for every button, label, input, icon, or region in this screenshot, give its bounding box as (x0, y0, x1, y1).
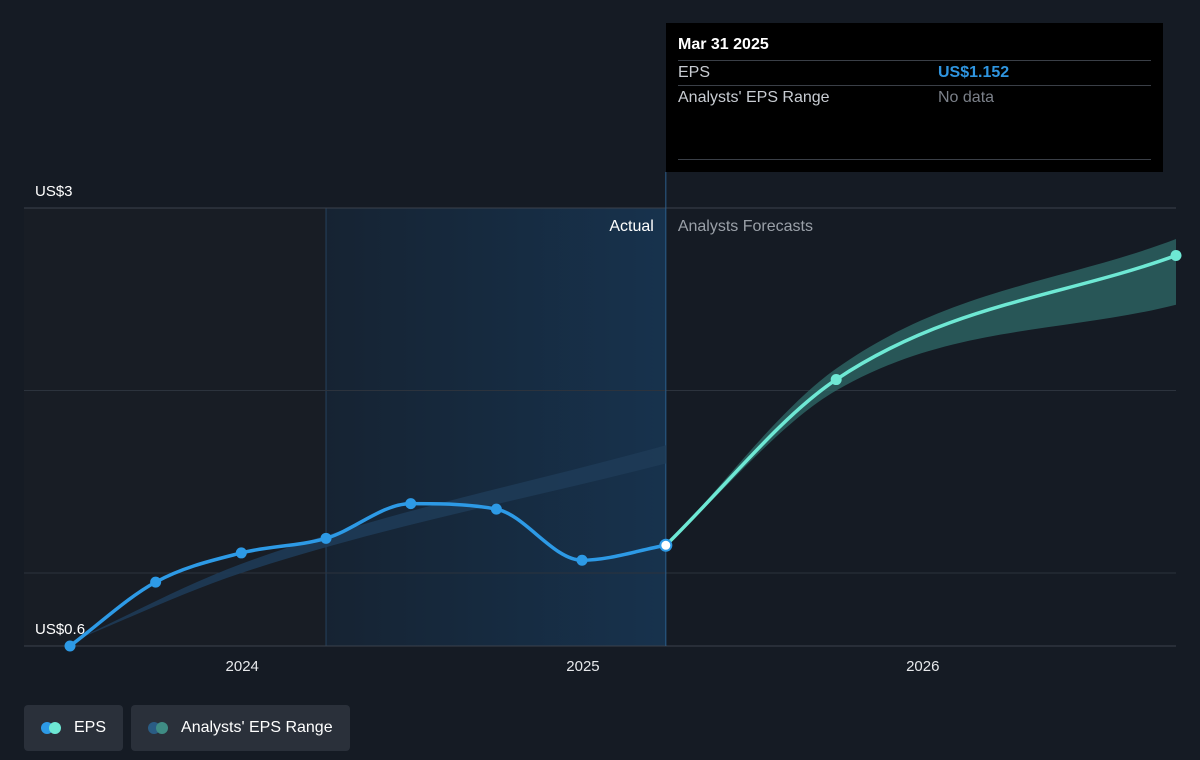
eps-forecast-point (830, 374, 842, 386)
eps-point (576, 554, 588, 566)
tooltip-divider (678, 159, 1151, 160)
x-tick-label: 2026 (906, 658, 939, 675)
y-tick-label: US$0.6 (35, 621, 85, 638)
tooltip-eps-value: US$1.152 (938, 64, 1010, 81)
forecasts-label: Analysts Forecasts (678, 218, 813, 235)
actual-label: Actual (609, 218, 653, 235)
eps-selected-point (659, 538, 673, 552)
eps-chart-svg: US$3 US$0.6 2024 2025 2026 Actual Analysts For… (24, 172, 1182, 675)
eps-forecast-line (664, 253, 1178, 548)
tooltip: Mar 31 2025 EPS US$1.152 Analysts' EPS R… (666, 23, 1163, 172)
x-tick-label: 2025 (566, 658, 599, 675)
eps-dots-icon (41, 722, 65, 734)
x-tick-label: 2024 (226, 658, 259, 675)
tooltip-range-value: No data (938, 89, 995, 106)
tooltip-eps-label: EPS (678, 64, 711, 81)
tooltip-range-label: Analysts' EPS Range (678, 89, 830, 106)
eps-point (150, 576, 162, 588)
eps-point (490, 503, 502, 515)
tooltip-date: Mar 31 2025 (678, 36, 769, 53)
eps-point (320, 532, 332, 544)
y-tick-label: US$3 (35, 183, 73, 200)
legend: EPS Analysts' EPS Range (24, 705, 350, 751)
past-range-band (70, 445, 666, 643)
eps-forecast-point (1170, 249, 1182, 261)
tooltip-row-range: Analysts' EPS Range No data (678, 85, 1151, 110)
legend-range-label: Analysts' EPS Range (181, 719, 333, 736)
past-shade (24, 208, 327, 646)
legend-eps-label: EPS (74, 719, 107, 736)
legend-range[interactable]: Analysts' EPS Range (131, 705, 350, 751)
eps-point (235, 547, 247, 559)
highlight-region (326, 208, 666, 646)
eps-point (64, 640, 76, 652)
legend-eps[interactable]: EPS (24, 705, 124, 751)
range-dots-icon (148, 722, 172, 734)
eps-point (405, 498, 417, 510)
tooltip-row-eps: EPS US$1.152 (678, 60, 1151, 85)
range-band (665, 239, 1176, 546)
